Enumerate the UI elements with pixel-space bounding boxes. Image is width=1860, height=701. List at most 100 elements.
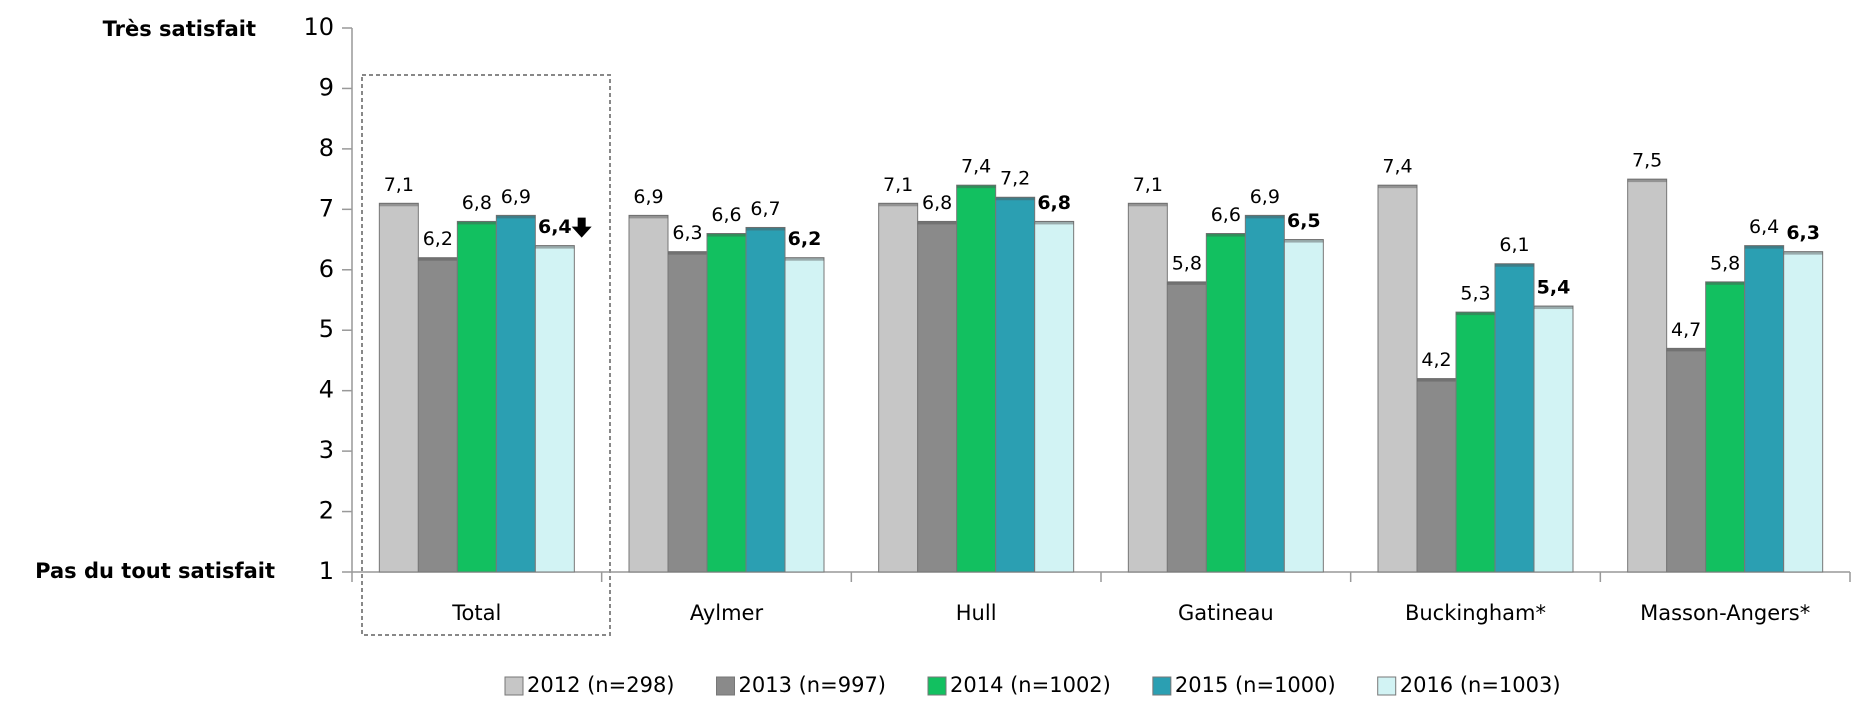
- legend-swatch: [1377, 676, 1397, 696]
- y-tick-label: 3: [319, 436, 334, 464]
- bar: [534, 245, 575, 573]
- bar-top: [707, 233, 746, 237]
- legend-swatch: [504, 676, 524, 696]
- bar-top: [1534, 306, 1573, 310]
- bar: [667, 251, 708, 573]
- bar: [456, 220, 497, 573]
- value-label: 6,8: [1037, 192, 1071, 214]
- bar: [495, 214, 536, 573]
- legend-label: 2015 (n=1000): [1175, 673, 1336, 697]
- bar-top: [746, 227, 785, 231]
- y-tick-label: 5: [319, 315, 334, 343]
- bottom-label: Pas du tout satisfait: [35, 559, 275, 583]
- decrease-arrow: [571, 217, 592, 238]
- bar-top: [629, 215, 668, 219]
- value-label: 7,1: [384, 174, 414, 196]
- value-label: 6,8: [922, 192, 952, 214]
- bar: [1705, 281, 1746, 573]
- legend-label: 2012 (n=298): [527, 673, 675, 697]
- bar-top: [1456, 312, 1495, 316]
- bar-top: [535, 245, 575, 249]
- bar: [995, 196, 1036, 573]
- bar-top: [1783, 251, 1823, 255]
- bar: [378, 202, 419, 573]
- value-label: 6,5: [1287, 210, 1321, 232]
- value-label: 6,6: [711, 204, 741, 226]
- bar-top: [878, 203, 918, 207]
- bar-top: [1495, 263, 1534, 267]
- value-label: 7,4: [961, 156, 991, 178]
- value-label: 6,3: [672, 222, 702, 244]
- value-label: 6,2: [788, 228, 822, 250]
- value-label: 4,2: [1421, 349, 1451, 371]
- y-tick-label: 6: [319, 255, 334, 283]
- legend-label: 2016 (n=1003): [1400, 673, 1561, 697]
- bar: [1283, 239, 1324, 573]
- bar-top: [1206, 233, 1246, 237]
- value-label: 7,1: [883, 174, 913, 196]
- bar: [1377, 184, 1418, 573]
- bar: [706, 233, 747, 573]
- bar-top: [1666, 348, 1706, 352]
- value-label: 6,3: [1786, 222, 1820, 244]
- bar: [1127, 202, 1168, 573]
- bar-top: [1245, 215, 1285, 219]
- bar: [745, 226, 786, 573]
- bar: [917, 220, 958, 573]
- bar: [956, 184, 997, 573]
- value-label: 7,2: [1000, 168, 1030, 190]
- bar-top: [995, 197, 1035, 201]
- highlight-box: [361, 74, 611, 636]
- bar-top: [457, 221, 497, 225]
- x-tick-label: Gatineau: [1178, 601, 1274, 625]
- bar: [1416, 378, 1457, 573]
- x-tick-label: Hull: [956, 601, 997, 625]
- bar-top: [1034, 221, 1074, 225]
- bar: [628, 214, 669, 573]
- value-label: 6,9: [501, 186, 531, 208]
- value-label: 6,8: [462, 192, 492, 214]
- y-tick-label: 1: [319, 557, 334, 585]
- value-label: 7,5: [1632, 150, 1662, 172]
- value-label: 6,6: [1211, 204, 1241, 226]
- bar-top: [1744, 245, 1784, 249]
- bar-top: [668, 251, 707, 255]
- bar-top: [1627, 179, 1667, 183]
- bar-top: [1128, 203, 1168, 207]
- value-label: 6,2: [423, 228, 453, 250]
- legend-swatch: [1152, 676, 1172, 696]
- bar: [784, 257, 825, 573]
- bar-top: [418, 257, 458, 261]
- legend-label: 2014 (n=1002): [950, 673, 1111, 697]
- bar-top: [1284, 239, 1324, 243]
- value-label: 7,4: [1382, 156, 1412, 178]
- value-label: 6,4: [538, 216, 572, 238]
- bar: [1744, 245, 1785, 573]
- bar-top: [496, 215, 536, 219]
- value-label: 4,7: [1671, 319, 1701, 341]
- value-label: 5,8: [1172, 252, 1202, 274]
- value-label: 5,4: [1537, 277, 1571, 299]
- bar-top: [379, 203, 419, 207]
- y-tick-label: 4: [319, 376, 334, 404]
- top-label: Très satisfait: [103, 17, 256, 41]
- bar-top: [956, 185, 996, 189]
- value-label: 5,3: [1460, 283, 1490, 305]
- value-label: 6,4: [1749, 216, 1779, 238]
- bar: [417, 257, 458, 573]
- bar-top: [785, 257, 824, 261]
- bar-top: [1705, 281, 1745, 285]
- legend-label: 2013 (n=997): [739, 673, 887, 697]
- x-tick-label: Aylmer: [690, 601, 764, 625]
- bar: [1455, 311, 1496, 573]
- value-label: 6,9: [633, 186, 663, 208]
- value-label: 5,8: [1710, 252, 1740, 274]
- value-label: 7,1: [1133, 174, 1163, 196]
- y-tick-label: 9: [319, 73, 334, 101]
- value-label: 6,9: [1250, 186, 1280, 208]
- bar: [1166, 281, 1207, 573]
- y-tick-label: 2: [319, 497, 334, 525]
- x-tick-label: Buckingham*: [1405, 601, 1546, 625]
- value-label: 6,1: [1499, 234, 1529, 256]
